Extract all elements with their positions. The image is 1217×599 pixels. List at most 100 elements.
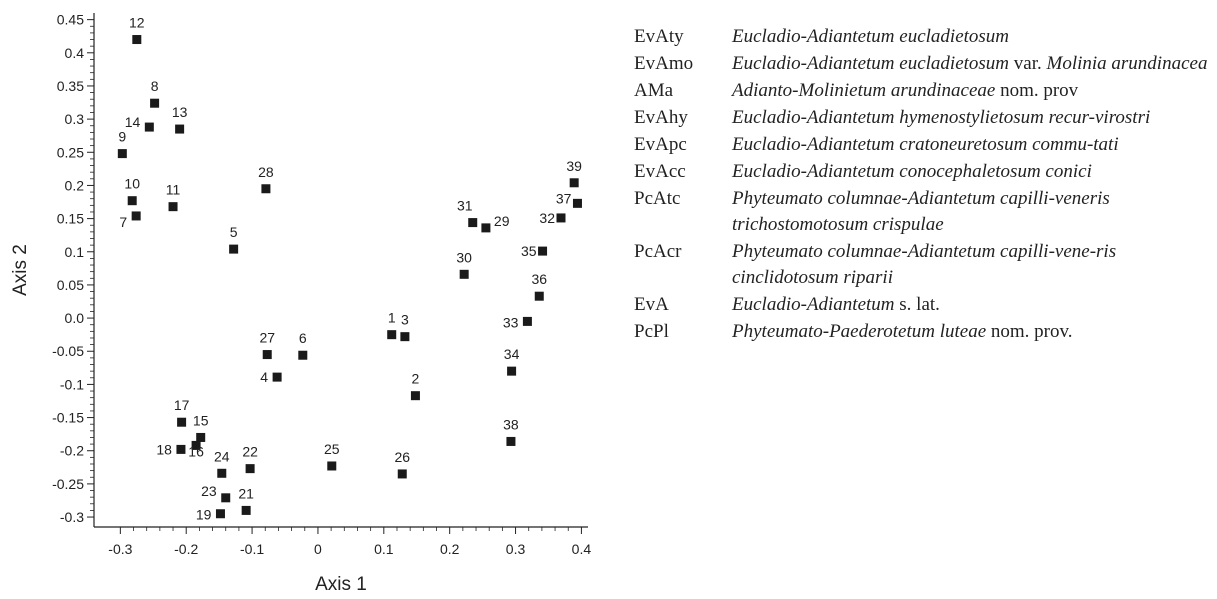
scatter-point-7	[131, 211, 141, 221]
scatter-point-21	[241, 505, 251, 515]
point-label-16: 16	[188, 443, 204, 459]
legend-description-part: Adianto-Molinietum arundinaceae	[732, 80, 996, 101]
scatter-point-24	[217, 468, 227, 478]
scatter-point-32	[556, 213, 566, 223]
legend-description-part: Molinia arundinacea	[1046, 53, 1208, 74]
y-tick-label: 0.45	[57, 12, 84, 28]
x-tick-label: 0.4	[572, 541, 592, 557]
point-label-17: 17	[174, 397, 190, 413]
point-label-18: 18	[156, 441, 172, 457]
y-tick-label: 0.4	[65, 45, 85, 61]
point-label-14: 14	[125, 114, 141, 130]
scatter-point-29	[481, 223, 491, 233]
scatter-point-34	[507, 366, 517, 376]
legend-description-part: Phyteumato columnae-Adiantetum capilli-v…	[732, 188, 1110, 235]
point-label-21: 21	[238, 485, 254, 501]
point-label-33: 33	[503, 314, 519, 330]
y-tick-label: 0.1	[65, 244, 85, 260]
legend-description-part: Eucladio-Adiantetum eucladietosum	[732, 26, 1010, 47]
ordination-scatter-plot: 0.45 0.4 0.35 0.3 0.25 0.2 0.1 5 0.1 0.05 0.0 -0.05…	[10, 12, 592, 595]
legend-description: Eucladio-Adiantetum conocephaletosum con…	[732, 159, 1214, 185]
x-tick-label: 0.2	[440, 541, 460, 557]
legend-item-evaty: EvAty Eucladio-Adiantetum eucladietosum	[634, 24, 1214, 50]
legend-description: Phyteumato-Paederotetum luteae nom. prov…	[732, 319, 1214, 345]
legend-code: EvAmo	[634, 53, 694, 74]
legend-code: PcPl	[634, 321, 669, 342]
point-label-23: 23	[201, 483, 217, 499]
x-tick-label: 0.1	[374, 541, 394, 557]
legend-item-evahy: EvAhy Eucladio-Adiantetum hymenostylietos…	[634, 105, 1214, 131]
legend-item-eva: EvA Eucladio-Adiantetum s. lat.	[634, 292, 1214, 318]
x-axis-title: Axis 1	[315, 574, 367, 595]
y-axis-title: Axis 2	[10, 244, 31, 296]
legend-description-part: Phyteumato columnae-Adiantetum capilli-v…	[732, 241, 1117, 288]
scatter-point-19	[215, 509, 225, 519]
point-label-15: 15	[193, 412, 209, 428]
scatter-point-23	[221, 493, 231, 503]
point-label-7: 7	[119, 214, 127, 230]
scatter-point-33	[522, 316, 532, 326]
legend-item-evamo: EvAmo Eucladio-Adiantetum eucladietosum v…	[634, 51, 1214, 77]
y-tick-label: 0.3	[65, 111, 85, 127]
point-label-9: 9	[118, 129, 126, 145]
legend-description: Eucladio-Adiantetum s. lat.	[732, 292, 1214, 318]
point-label-24: 24	[214, 448, 230, 464]
y-tick-label: -0.05	[52, 343, 84, 359]
scatter-point-28	[261, 184, 271, 194]
y-tick-label: -0.2	[60, 443, 84, 459]
point-label-32: 32	[539, 210, 555, 226]
point-label-37: 37	[556, 190, 572, 206]
legend-description: Eucladio-Adiantetum eucladietosum var. M…	[732, 51, 1214, 77]
x-tick-label: 0	[314, 541, 322, 557]
legend-code: PcAtc	[634, 188, 681, 209]
y-tick-label: 0.0	[65, 310, 85, 326]
point-label-36: 36	[531, 271, 547, 287]
point-label-6: 6	[299, 330, 307, 346]
point-label-38: 38	[503, 416, 519, 432]
point-label-28: 28	[258, 164, 274, 180]
legend-description: Adianto-Molinietum arundinaceae nom. pro…	[732, 78, 1214, 104]
y-tick-label: 0.35	[57, 78, 84, 94]
legend-description: Eucladio-Adiantetum cratoneuretosum comm…	[732, 132, 1214, 158]
scatter-point-39	[569, 178, 579, 188]
point-label-22: 22	[242, 444, 258, 460]
scatter-point-15	[196, 432, 206, 442]
scatter-point-3	[400, 332, 410, 342]
legend-description-part: Eucladio-Adiantetum eucladietosum	[732, 53, 1010, 74]
x-tick-label: -0.3	[108, 541, 132, 557]
point-label-10: 10	[124, 176, 140, 192]
scatter-point-4	[272, 372, 282, 382]
legend-code: EvAty	[634, 26, 684, 47]
legend: EvAty Eucladio-Adiantetum eucladietosum Ev…	[634, 24, 1214, 346]
y-tick-label: -0.1	[60, 376, 84, 392]
scatter-point-9	[117, 149, 127, 159]
scatter-point-13	[175, 124, 185, 134]
y-tick-label: 0.25	[57, 144, 84, 160]
point-label-4: 4	[260, 369, 268, 385]
legend-description-part: var.	[1009, 53, 1047, 74]
legend-description-part: Eucladio-Adiantetum hymenostylietosum re…	[732, 107, 1151, 128]
point-label-19: 19	[196, 507, 212, 523]
y-tick-label: -0.25	[52, 476, 84, 492]
point-label-5: 5	[230, 224, 238, 240]
legend-code: EvAhy	[634, 107, 688, 128]
point-label-27: 27	[259, 330, 275, 346]
scatter-point-1	[387, 330, 397, 340]
legend-code: AMa	[634, 80, 674, 101]
point-label-30: 30	[456, 249, 472, 265]
y-tick-label: 0.05	[57, 277, 84, 293]
legend-description: Phyteumato columnae-Adiantetum capilli-v…	[732, 186, 1214, 238]
x-tick-label: -0.2	[174, 541, 198, 557]
legend-description-part: nom. prov.	[986, 321, 1073, 342]
scatter-point-35	[538, 246, 548, 256]
y-tick-label: -0.15	[52, 410, 84, 426]
legend-description: Eucladio-Adiantetum hymenostylietosum re…	[732, 105, 1214, 131]
legend-item-pcacr: PcAcr Phyteumato columnae-Adiantetum capi…	[634, 239, 1214, 291]
point-label-39: 39	[566, 158, 582, 174]
scatter-point-12	[132, 35, 142, 45]
legend-code: EvAcc	[634, 161, 686, 182]
scatter-point-26	[397, 469, 407, 479]
legend-code: EvA	[634, 294, 669, 315]
point-label-2: 2	[412, 371, 420, 387]
scatter-point-17	[177, 417, 187, 427]
